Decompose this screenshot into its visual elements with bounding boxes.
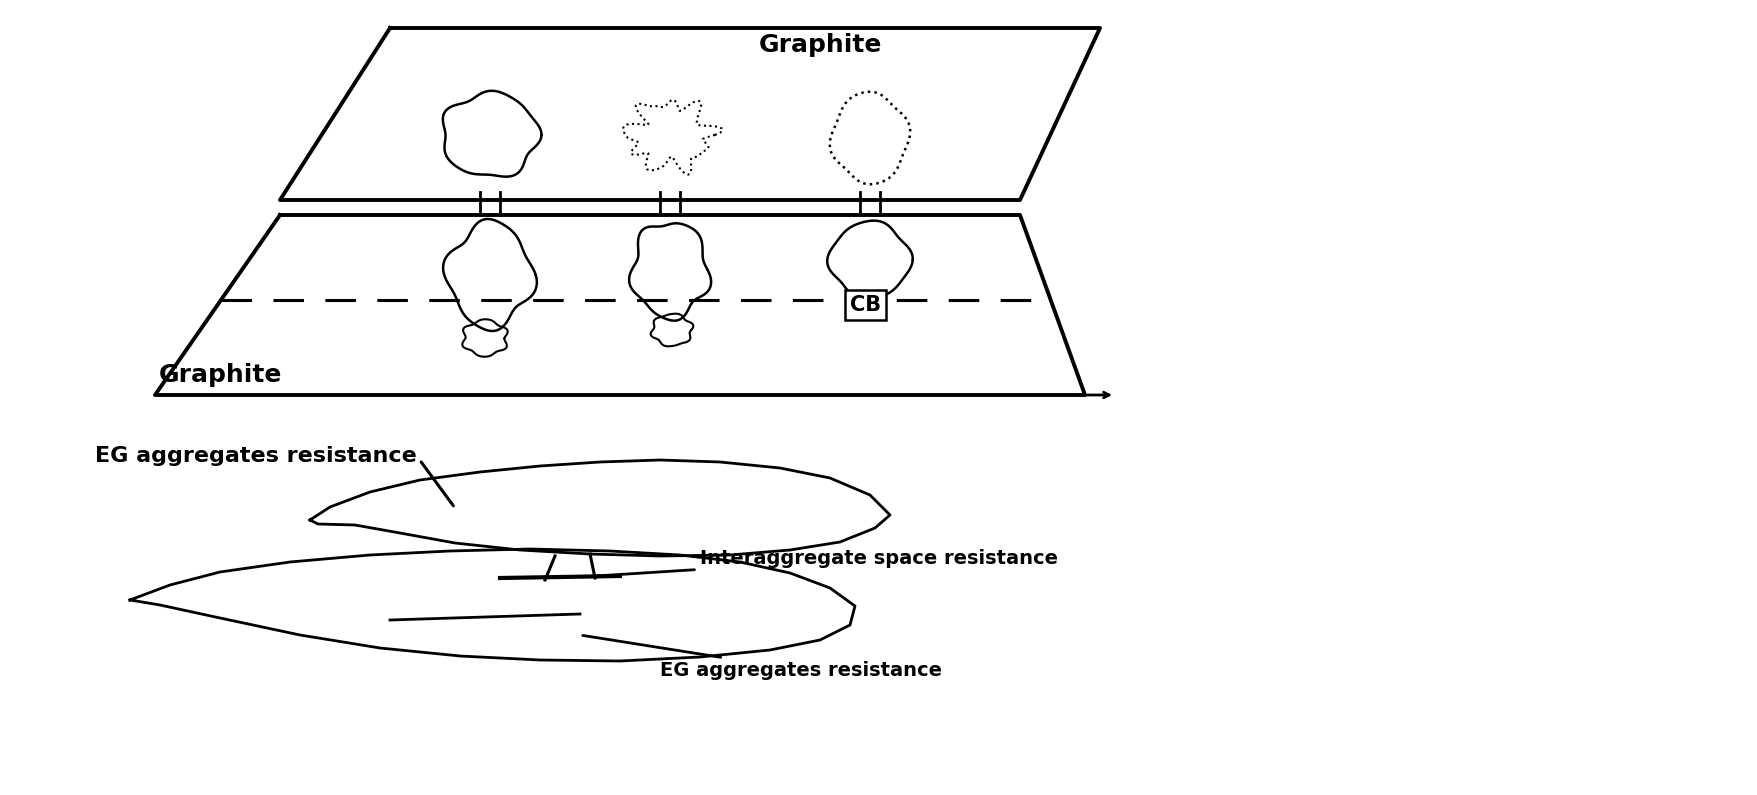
Text: Interaggregate space resistance: Interaggregate space resistance [583,549,1058,577]
Polygon shape [279,28,1100,200]
Text: EG aggregates resistance: EG aggregates resistance [583,635,942,680]
Polygon shape [155,215,1086,395]
Text: Graphite: Graphite [759,33,882,57]
Polygon shape [130,549,856,661]
Text: Graphite: Graphite [158,363,281,387]
Text: EG aggregates resistance: EG aggregates resistance [95,446,453,506]
Polygon shape [309,460,891,556]
Text: CB: CB [850,295,880,315]
